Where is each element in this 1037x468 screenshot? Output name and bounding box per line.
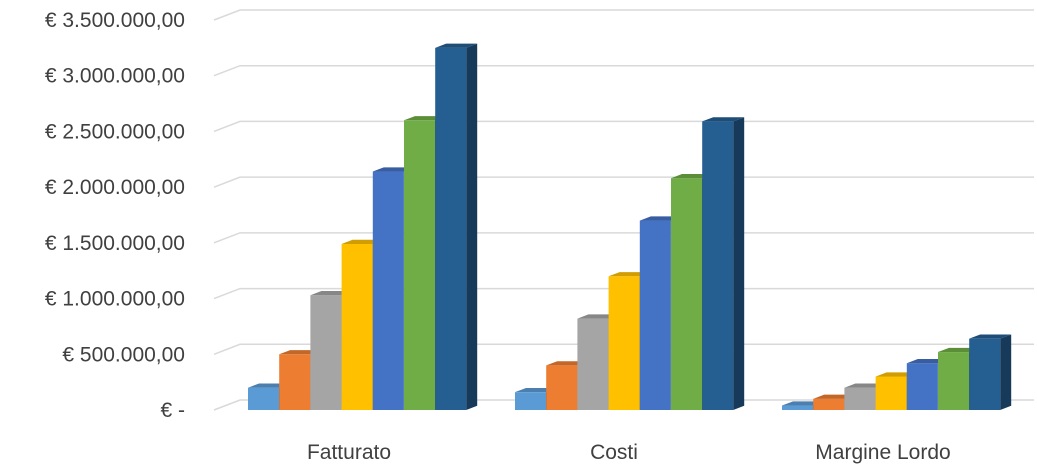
gridline <box>213 64 1034 77</box>
bar-front <box>310 295 342 410</box>
bar-side <box>733 117 745 410</box>
y-tick-label: € - <box>160 399 185 422</box>
y-tick-label: € 500.000,00 <box>62 343 185 366</box>
gridline <box>213 399 1034 411</box>
bar-front <box>372 171 404 410</box>
y-axis-tick-labels: € - € 500.000,00 € 1.000.000,00 € 1.500.000… <box>45 9 185 422</box>
bar-front <box>639 220 671 410</box>
y-tick-label: € 1.500.000,00 <box>45 232 185 255</box>
bar-front <box>546 365 578 410</box>
y-tick-label: € 2.500.000,00 <box>45 120 185 143</box>
gridline <box>213 287 1034 300</box>
gridline <box>213 120 1034 133</box>
gridline <box>213 232 1034 244</box>
y-tick-label: € 1.000.000,00 <box>45 288 185 311</box>
bar-side <box>1000 334 1012 410</box>
bar-front <box>813 398 845 410</box>
category-label: Margine Lordo <box>815 441 950 464</box>
bars <box>248 43 1012 411</box>
bar-front <box>608 276 640 410</box>
bar-front <box>248 387 279 410</box>
y-tick-label: € 3.500.000,00 <box>45 9 185 32</box>
bar <box>435 43 478 411</box>
bar-front <box>969 338 1001 410</box>
bar-front <box>671 178 702 410</box>
bar-front <box>341 243 373 410</box>
gridline <box>213 9 1034 21</box>
category-label: Costi <box>590 441 638 464</box>
bar-top <box>969 334 1012 339</box>
category-label: Fatturato <box>307 441 391 464</box>
y-tick-label: € 3.000.000,00 <box>45 65 185 88</box>
bar-front <box>577 318 609 410</box>
bar-front <box>875 376 907 410</box>
bar-front <box>844 387 876 410</box>
bar-front <box>404 120 435 411</box>
bar-top <box>702 117 745 122</box>
bar-front <box>515 392 546 410</box>
bar-front <box>782 405 813 410</box>
bar-front <box>279 354 311 410</box>
bar <box>969 334 1012 410</box>
gridline <box>213 176 1034 188</box>
gridlines <box>213 9 1034 411</box>
gridline <box>213 343 1034 355</box>
bar-front <box>435 47 467 410</box>
bar-front <box>702 121 734 411</box>
bar-side <box>466 43 478 411</box>
y-tick-label: € 2.000.000,00 <box>45 176 185 199</box>
bar <box>702 117 745 411</box>
bar-front <box>906 363 938 410</box>
bar-top <box>435 43 478 48</box>
x-axis-category-labels: Fatturato Costi Margine Lordo <box>307 441 951 464</box>
bar-front <box>938 352 969 410</box>
